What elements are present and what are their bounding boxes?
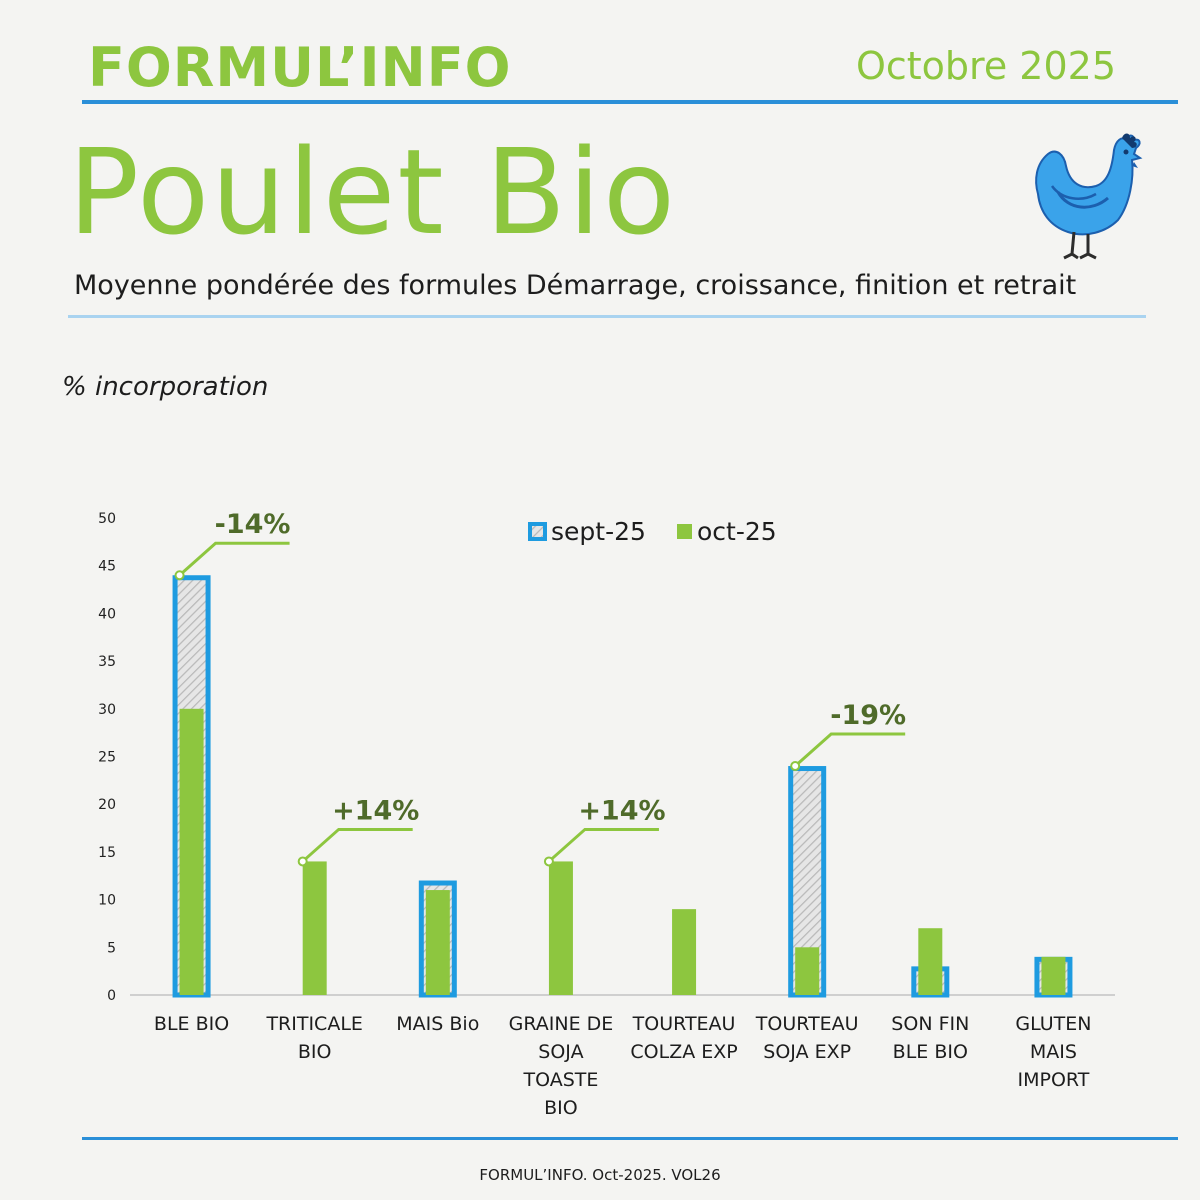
annotation-label: +14% (578, 795, 665, 826)
category-label: TOURTEAU SOJA EXP (755, 1013, 859, 1063)
legend-label-oct-25: oct-25 (697, 517, 777, 546)
y-tick-label: 10 (98, 893, 116, 909)
category-label-line: BIO (544, 1097, 578, 1119)
legend-swatch-oct-25 (677, 524, 692, 539)
footer-text: FORMUL’INFO. Oct-2025. VOL26 (479, 1166, 721, 1184)
annotation-label: +14% (332, 795, 419, 826)
bar-oct-25 (548, 861, 573, 995)
y-tick-label: 0 (107, 988, 116, 1004)
legend-swatch-sept-25 (528, 522, 547, 541)
y-axis-unit-label: % incorporation (62, 372, 269, 402)
category-label-line: MAIS Bio (396, 1013, 479, 1035)
bar-oct-25 (672, 909, 697, 995)
category-label-line: MAIS (1030, 1041, 1077, 1063)
page-title: Poulet Bio (68, 123, 678, 261)
category-label-line: TOURTEAU (755, 1013, 859, 1035)
bar-oct-25 (425, 890, 450, 995)
annotation-anchor-dot (790, 761, 801, 772)
bar-oct-25 (179, 708, 204, 995)
category-label-line: TOURTEAU (632, 1013, 736, 1035)
annotation-anchor-dot (174, 570, 185, 581)
y-tick-label: 35 (98, 654, 116, 670)
category-label: GRAINE DE SOJA TOASTE BIO (509, 1013, 614, 1119)
category-label: MAIS Bio (396, 1013, 479, 1035)
annotation-leader-line (301, 827, 413, 863)
category-label-line: COLZA EXP (630, 1041, 737, 1063)
annotation-anchor-dot (543, 856, 554, 867)
bar-oct-25 (302, 861, 327, 995)
annotation-anchor-dot (297, 856, 308, 867)
category-label: GLUTEN MAIS IMPORT (1015, 1013, 1091, 1091)
y-tick-label: 40 (98, 606, 116, 622)
category-label-line: SON FIN (891, 1013, 969, 1035)
category-label-line: TRITICALE (265, 1013, 362, 1035)
y-tick-label: 15 (98, 845, 116, 861)
legend-label-sept-25: sept-25 (551, 517, 646, 546)
category-label: BLE BIO (154, 1013, 229, 1035)
annotation-leader-line (178, 541, 290, 577)
category-label-line: SOJA (538, 1041, 583, 1063)
page-subtitle: Moyenne pondérée des formules Démarrage,… (74, 270, 1077, 301)
category-label-line: GLUTEN (1015, 1013, 1091, 1035)
category-label-line: GRAINE DE (509, 1013, 614, 1035)
footer-divider (82, 1137, 1178, 1140)
bar-oct-25 (918, 928, 943, 995)
category-label-line: BIO (298, 1041, 332, 1063)
annotation-label: -19% (830, 700, 906, 731)
subtitle-divider (68, 315, 1146, 318)
category-label: TOURTEAU COLZA EXP (630, 1013, 737, 1063)
category-label-line: SOJA EXP (763, 1041, 851, 1063)
y-tick-label: 50 (98, 511, 116, 527)
y-tick-label: 45 (98, 559, 116, 575)
annotation-label: -14% (215, 509, 291, 540)
category-label-line: TOASTE (522, 1069, 598, 1091)
category-label-line: BLE BIO (893, 1041, 968, 1063)
annotation-leader-line (547, 827, 659, 863)
bar-oct-25 (1041, 956, 1066, 995)
category-label-line: IMPORT (1018, 1069, 1090, 1091)
category-label: TRITICALE BIO (265, 1013, 362, 1063)
y-tick-label: 20 (98, 797, 116, 813)
brand-logo-text: FORMUL’INFO (88, 36, 512, 99)
y-tick-label: 30 (98, 702, 116, 718)
bar-oct-25 (795, 947, 820, 995)
category-label: SON FIN BLE BIO (891, 1013, 969, 1063)
header-divider (82, 100, 1178, 104)
y-tick-label: 5 (107, 940, 116, 956)
y-tick-label: 25 (98, 750, 116, 766)
issue-date: Octobre 2025 (855, 44, 1116, 88)
category-label-line: BLE BIO (154, 1013, 229, 1035)
hen-icon (1035, 133, 1143, 260)
annotation-leader-line (794, 732, 906, 768)
